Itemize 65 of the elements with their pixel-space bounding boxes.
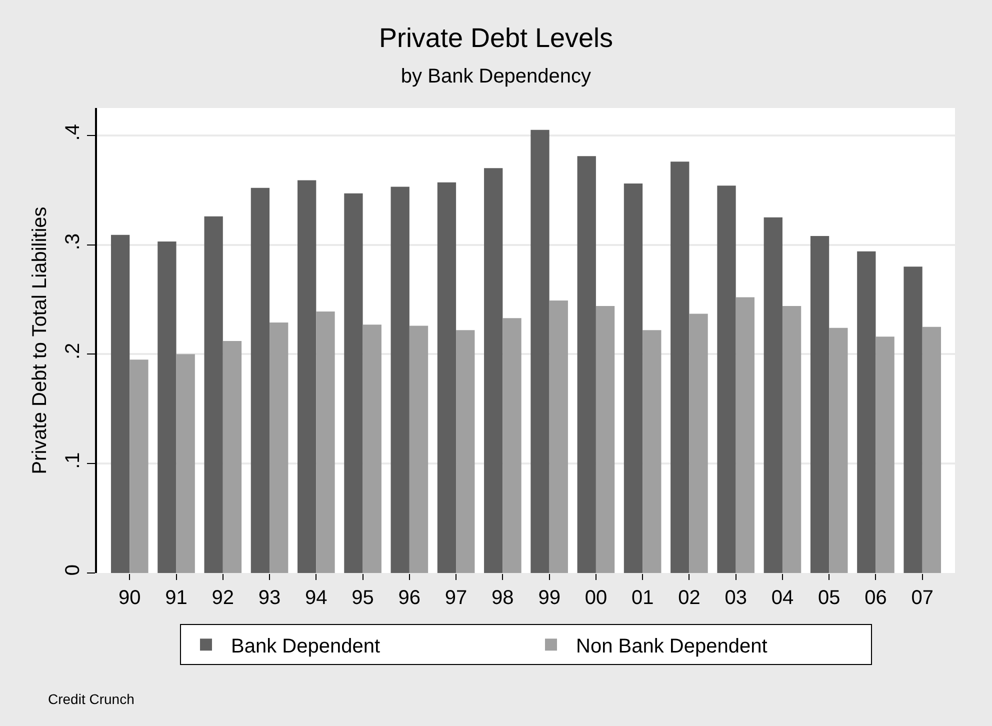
bar: [130, 360, 148, 573]
y-tick-label: 0: [62, 564, 84, 576]
bar: [689, 314, 708, 573]
bar: [437, 182, 456, 573]
x-tick-label: 04: [771, 587, 794, 609]
legend-label: Bank Dependent: [231, 635, 380, 658]
bar: [596, 306, 615, 573]
bar: [390, 186, 410, 573]
chart-subtitle: by Bank Dependency: [400, 65, 592, 88]
y-tick-label: .4: [62, 124, 84, 141]
x-tick-label: 94: [305, 587, 328, 609]
x-tick-label: 92: [212, 587, 234, 609]
bar: [829, 328, 848, 573]
bar: [764, 217, 782, 573]
bar: [530, 130, 550, 573]
bar: [456, 330, 475, 573]
x-tick-label: 03: [724, 587, 747, 609]
y-tick-label: .1: [62, 452, 84, 469]
bar: [736, 297, 754, 573]
bar: [250, 188, 270, 573]
x-tick-label: 00: [584, 587, 608, 609]
bar: [344, 193, 363, 573]
x-tick-label: 02: [678, 587, 700, 609]
bar: [110, 234, 130, 573]
bar: [904, 266, 922, 573]
x-tick-label: 97: [444, 587, 468, 609]
bar: [222, 341, 242, 573]
bar: [158, 241, 176, 573]
y-tick-label: .3: [62, 233, 84, 250]
bar: [876, 336, 894, 573]
x-tick-label: 93: [258, 587, 281, 609]
bar: [176, 354, 195, 573]
x-tick-label: 98: [492, 587, 514, 609]
bar: [810, 236, 830, 573]
bar: [549, 300, 568, 573]
text: Credit Crunch: [48, 691, 134, 707]
bar: [204, 216, 223, 573]
x-tick-label: 91: [165, 587, 188, 609]
bar: [484, 168, 503, 573]
bar: [362, 324, 382, 573]
y-axis-title: Private Debt to Total Liabilities: [29, 206, 51, 474]
x-tick-label: 90: [118, 587, 141, 609]
bar: [642, 330, 662, 573]
bar: [782, 306, 802, 573]
x-tick-label: 99: [538, 587, 560, 609]
bar: [717, 186, 736, 573]
bar: [502, 318, 522, 573]
bar: [316, 312, 335, 573]
legend-label: Non Bank Dependent: [576, 635, 768, 658]
bar: [270, 322, 288, 573]
x-tick-label: 95: [352, 587, 374, 609]
bar: [577, 156, 596, 573]
bar: [298, 180, 316, 573]
bar: [409, 326, 428, 573]
bar: [857, 251, 876, 573]
chart-title: Private Debt Levels: [378, 23, 614, 54]
bar: [670, 162, 690, 573]
bar: [624, 183, 643, 573]
y-tick-label: .2: [62, 342, 84, 360]
x-tick-label: 05: [818, 587, 840, 609]
x-tick-label: 01: [631, 587, 654, 609]
x-tick-label: 96: [398, 587, 421, 609]
bar: [922, 326, 942, 573]
x-tick-label: 06: [864, 587, 887, 609]
x-tick-label: 07: [911, 587, 934, 609]
